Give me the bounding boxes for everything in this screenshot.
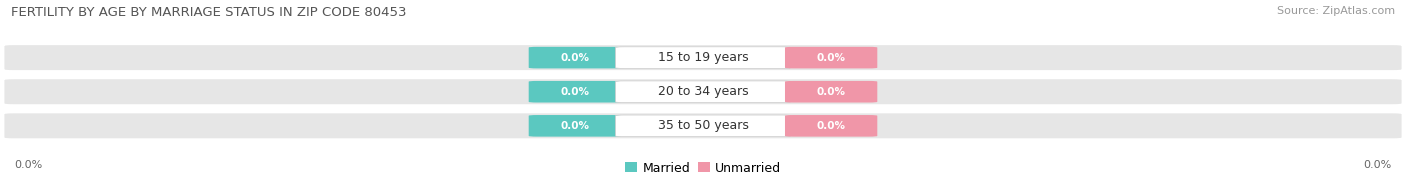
Text: 0.0%: 0.0% [561, 53, 589, 63]
Text: 35 to 50 years: 35 to 50 years [658, 119, 748, 132]
FancyBboxPatch shape [785, 115, 877, 137]
Legend: Married, Unmarried: Married, Unmarried [620, 157, 786, 180]
FancyBboxPatch shape [616, 115, 790, 137]
Text: 0.0%: 0.0% [561, 87, 589, 97]
Text: 0.0%: 0.0% [817, 87, 845, 97]
FancyBboxPatch shape [529, 47, 621, 68]
FancyBboxPatch shape [3, 112, 1403, 140]
Text: FERTILITY BY AGE BY MARRIAGE STATUS IN ZIP CODE 80453: FERTILITY BY AGE BY MARRIAGE STATUS IN Z… [11, 6, 406, 19]
Text: 0.0%: 0.0% [1364, 160, 1392, 170]
Text: 0.0%: 0.0% [817, 121, 845, 131]
FancyBboxPatch shape [3, 78, 1403, 106]
Text: 0.0%: 0.0% [817, 53, 845, 63]
FancyBboxPatch shape [785, 81, 877, 103]
Text: 0.0%: 0.0% [561, 121, 589, 131]
Text: 20 to 34 years: 20 to 34 years [658, 85, 748, 98]
FancyBboxPatch shape [616, 81, 790, 103]
Text: Source: ZipAtlas.com: Source: ZipAtlas.com [1277, 6, 1395, 16]
FancyBboxPatch shape [3, 44, 1403, 72]
FancyBboxPatch shape [785, 47, 877, 68]
FancyBboxPatch shape [529, 81, 621, 103]
FancyBboxPatch shape [616, 47, 790, 68]
FancyBboxPatch shape [529, 115, 621, 137]
Text: 0.0%: 0.0% [14, 160, 42, 170]
Text: 15 to 19 years: 15 to 19 years [658, 51, 748, 64]
